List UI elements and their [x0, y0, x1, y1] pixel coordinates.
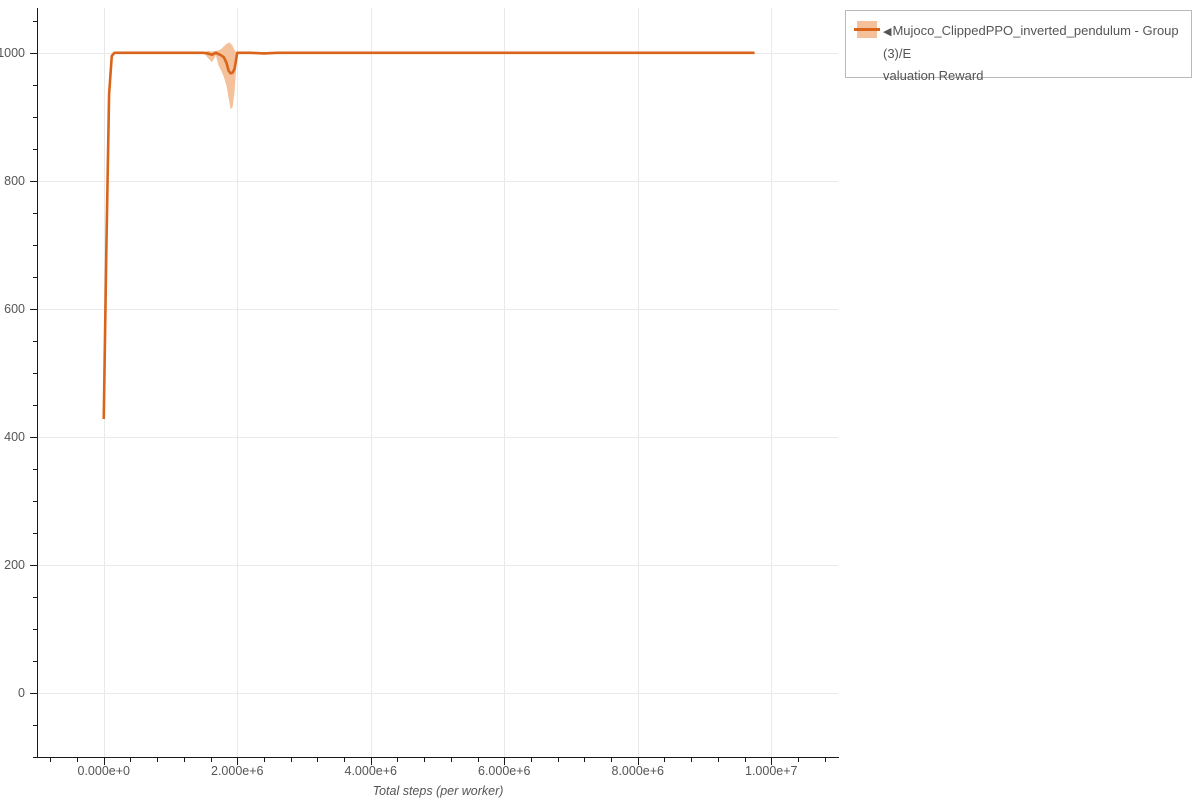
x-tick-minor [424, 758, 426, 762]
x-tick-label: 4.000e+6 [344, 764, 397, 778]
y-tick-major [30, 308, 37, 310]
x-tick-minor [210, 758, 212, 762]
legend[interactable]: ◀Mujoco_ClippedPPO_inverted_pendulum - G… [845, 10, 1192, 83]
x-tick-major [370, 758, 372, 765]
y-tick-label: 200 [4, 557, 25, 572]
x-tick-minor [664, 758, 666, 762]
data-layer [37, 42, 838, 757]
y-tick-label: 600 [4, 301, 25, 316]
gridline-vertical [504, 8, 506, 757]
x-tick-minor [530, 758, 532, 762]
gridline-horizontal [37, 692, 838, 694]
y-tick-minor [33, 468, 37, 470]
x-tick-minor [290, 758, 292, 762]
x-tick-major [637, 758, 639, 765]
y-tick-label: 400 [4, 429, 25, 444]
gridline-horizontal [37, 308, 838, 310]
x-tick-minor [344, 758, 346, 762]
x-tick-minor [77, 758, 79, 762]
x-tick-label: 0.000e+0 [77, 764, 130, 778]
x-tick-label: 2.000e+6 [211, 764, 264, 778]
x-axis-title: Total steps (per worker) [372, 784, 504, 798]
y-tick-minor [33, 116, 37, 118]
gridline-vertical [771, 8, 773, 757]
y-tick-minor [33, 276, 37, 278]
y-tick-minor [33, 340, 37, 342]
gridline-vertical [237, 8, 239, 757]
y-tick-minor [33, 212, 37, 214]
x-tick-minor [50, 758, 52, 762]
x-tick-minor [611, 758, 613, 762]
y-tick-minor [33, 404, 37, 406]
x-tick-major [237, 758, 239, 765]
y-tick-major [30, 564, 37, 566]
left-triangle-icon: ◀ [883, 26, 892, 38]
x-tick-minor [557, 758, 559, 762]
y-tick-label: 0 [18, 685, 25, 700]
y-tick-minor [33, 660, 37, 662]
x-tick-minor [157, 758, 159, 762]
x-tick-label: 1.000e+7 [745, 764, 798, 778]
x-tick-minor [797, 758, 799, 762]
x-tick-minor [691, 758, 693, 762]
gridline-horizontal [37, 436, 838, 438]
legend-label-line1: Mujoco_ClippedPPO_inverted_pendulum - Gr… [883, 23, 1179, 61]
x-tick-minor [183, 758, 185, 762]
y-tick-minor [33, 148, 37, 150]
gridline-horizontal [37, 564, 838, 566]
y-tick-minor [33, 500, 37, 502]
x-tick-minor [584, 758, 586, 762]
plot-area [37, 8, 838, 757]
x-tick-major [771, 758, 773, 765]
legend-label: ◀Mujoco_ClippedPPO_inverted_pendulum - G… [883, 20, 1183, 87]
y-axis-spine [37, 8, 38, 757]
series-line [104, 53, 755, 419]
x-tick-minor [397, 758, 399, 762]
y-tick-major [30, 436, 37, 438]
legend-line-swatch [854, 28, 880, 31]
y-tick-label: 1000 [0, 45, 25, 60]
x-tick-minor [450, 758, 452, 762]
confidence-band [103, 42, 755, 419]
y-tick-minor [33, 596, 37, 598]
x-tick-label: 8.000e+6 [611, 764, 664, 778]
x-tick-minor [317, 758, 319, 762]
x-tick-label: 6.000e+6 [478, 764, 531, 778]
y-tick-minor [33, 628, 37, 630]
gridline-vertical [637, 8, 639, 757]
y-tick-minor [33, 244, 37, 246]
legend-swatch [854, 21, 880, 38]
x-tick-minor [263, 758, 265, 762]
x-tick-minor [130, 758, 132, 762]
gridline-vertical [370, 8, 372, 757]
x-tick-minor [717, 758, 719, 762]
y-tick-minor [33, 20, 37, 22]
x-tick-minor [744, 758, 746, 762]
legend-label-line2: valuation Reward [883, 68, 984, 83]
x-tick-major [103, 758, 105, 765]
y-tick-major [30, 52, 37, 54]
y-tick-major [30, 692, 37, 694]
y-tick-minor [33, 757, 37, 758]
x-axis-spine [37, 757, 839, 758]
x-tick-minor [477, 758, 479, 762]
y-tick-minor [33, 724, 37, 726]
y-tick-minor [33, 84, 37, 86]
y-tick-major [30, 180, 37, 182]
x-tick-major [504, 758, 506, 765]
gridline-horizontal [37, 180, 838, 182]
y-tick-label: 800 [4, 173, 25, 188]
y-tick-minor [33, 372, 37, 374]
x-tick-minor [824, 758, 826, 762]
y-tick-minor [33, 532, 37, 534]
